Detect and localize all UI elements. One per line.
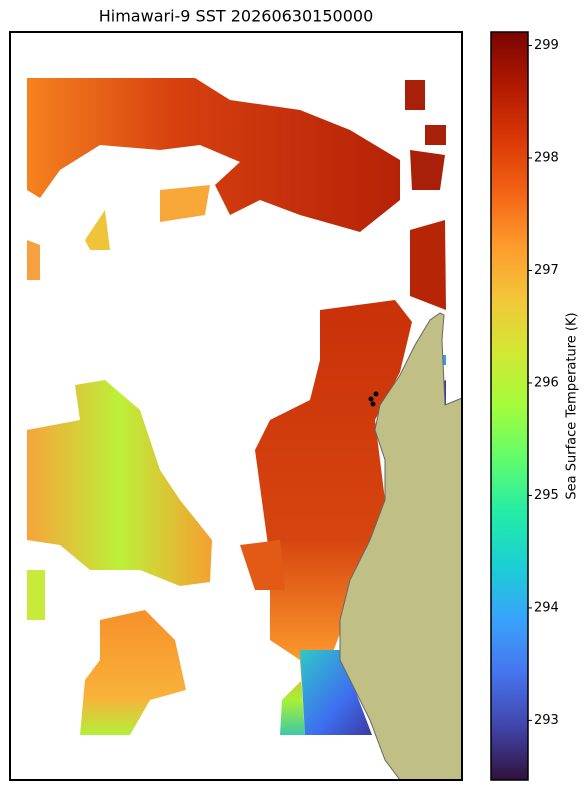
colorbar-tick-label: 295: [534, 488, 559, 503]
colorbar-tick-label: 298: [534, 150, 559, 165]
chart-title: Himawari-9 SST 20260630150000: [99, 7, 374, 26]
colorbar-tick-label: 299: [534, 38, 559, 53]
map: [9, 31, 463, 781]
colorbar-tick-label: 293: [534, 713, 559, 728]
colorbar-tick-label: 297: [534, 263, 559, 278]
colorbar-tick-label: 296: [534, 375, 559, 390]
colorbar-tick-label: 294: [534, 600, 559, 615]
colorbar: [490, 31, 529, 781]
colorbar-label: Sea Surface Temperature (K): [565, 312, 580, 499]
